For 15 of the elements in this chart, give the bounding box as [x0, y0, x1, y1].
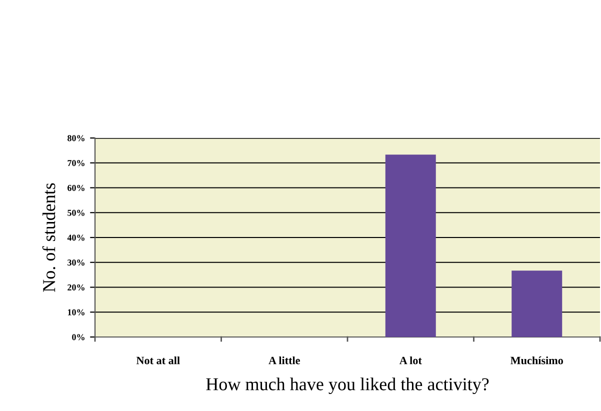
- y-tick-label: 60%: [68, 184, 84, 191]
- x-tick-label: Muchísimo: [510, 356, 563, 364]
- y-tick-label: 0%: [72, 334, 84, 340]
- x-tick-label: A lot: [399, 356, 422, 364]
- y-tick-label: 80%: [68, 135, 84, 142]
- y-tick-label: 50%: [68, 210, 84, 216]
- x-tick-label: Not at all: [136, 356, 180, 364]
- y-tick-label: 70%: [68, 160, 84, 166]
- x-axis-title: How much have you liked the activity?: [206, 378, 489, 394]
- y-axis-title: No. of students: [42, 183, 56, 292]
- y-tick-label: 40%: [67, 234, 84, 241]
- y-tick-label: 20%: [68, 284, 84, 290]
- y-tick-label: 10%: [68, 309, 84, 316]
- y-tick-label: 30%: [68, 260, 84, 266]
- x-tick-label: A little: [268, 356, 300, 364]
